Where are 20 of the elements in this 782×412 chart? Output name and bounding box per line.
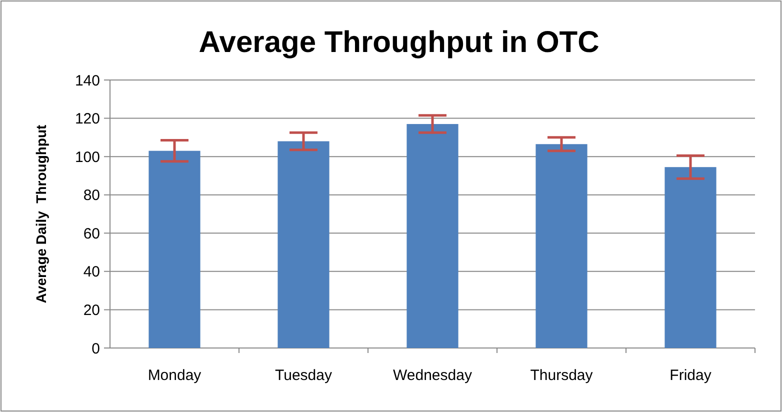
y-tick-label: 120 [74, 110, 100, 128]
x-tick-label: Monday [148, 367, 202, 384]
x-tick-label: Friday [670, 367, 712, 384]
y-tick-label: 0 [92, 340, 100, 358]
y-axis-title: Average Daily Throughput [33, 124, 49, 304]
y-tick-label: 80 [83, 187, 100, 204]
y-tick-label: 100 [74, 148, 100, 166]
bar [406, 124, 458, 348]
y-tick-label: 140 [74, 72, 100, 90]
y-tick-label: 20 [83, 302, 100, 319]
x-tick-label: Wednesday [393, 367, 472, 384]
y-tick-label: 60 [83, 225, 100, 242]
y-tick-label: 40 [83, 264, 100, 281]
bar [664, 167, 716, 348]
bar [148, 150, 200, 348]
x-tick-label: Tuesday [275, 367, 332, 384]
bar [536, 144, 588, 348]
bar [278, 141, 330, 348]
chart-title: Average Throughput in OTC [198, 26, 600, 59]
x-tick-label: Thursday [530, 367, 594, 384]
